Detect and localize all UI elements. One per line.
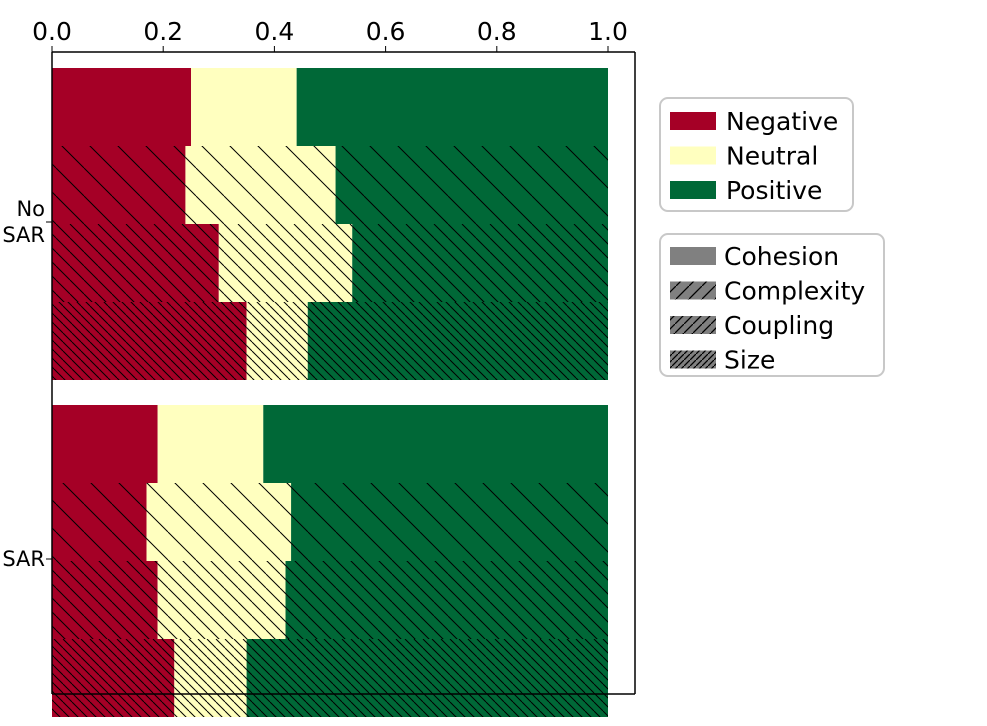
hatch-sar-coupling-positive [285,561,608,639]
hatch-no-sar-coupling-positive [352,224,608,302]
category-label: No [16,197,45,221]
legend-label-positive: Positive [726,176,822,205]
legend-label-size: Size [724,346,775,375]
category-label: SAR [2,547,45,571]
hatch-no-sar-complexity-positive [335,146,608,224]
hatch-no-sar-coupling-negative [52,224,219,302]
bar-no-sar-cohesion-positive [296,68,608,146]
legend-hatch-size [670,350,716,369]
x-tick-label: 0.2 [143,17,183,46]
hatch-no-sar-complexity-neutral [185,146,336,224]
legend-swatch-neutral [670,146,716,165]
legend-swatch-negative [670,112,716,130]
metric-legend [659,233,885,377]
legend-label-negative: Negative [726,107,838,136]
bar-no-sar-cohesion-neutral [191,68,297,146]
hatch-sar-complexity-positive [291,483,608,561]
hatch-sar-coupling-neutral [157,561,286,639]
hatch-sar-complexity-negative [52,483,147,561]
x-tick-label: 1.0 [588,17,628,46]
bar-sar-cohesion-positive [263,405,608,483]
legend-swatch-cohesion [670,247,716,265]
hatch-sar-size-neutral [174,639,247,717]
x-tick-label: 0.8 [477,17,517,46]
legend-label-neutral: Neutral [726,142,818,171]
x-tick-label: 0.0 [32,17,72,46]
hatch-no-sar-complexity-negative [52,146,186,224]
bar-sar-cohesion-negative [52,405,158,483]
x-tick-label: 0.4 [255,17,295,46]
legend-hatch-coupling [670,316,716,334]
hatch-no-sar-coupling-neutral [218,224,353,302]
legend-label-cohesion: Cohesion [724,242,839,271]
bar-sar-cohesion-neutral [157,405,264,483]
hatch-no-sar-size-neutral [246,302,308,380]
hatch-sar-size-positive [246,639,608,717]
hatch-sar-size-negative [52,639,175,717]
x-tick-label: 0.6 [366,17,406,46]
legend-label-complexity: Complexity [724,277,865,306]
bar-no-sar-cohesion-negative [52,68,191,146]
legend-layer: Negative Neutral Positive Cohesion Complexit… [659,97,885,377]
bars-layer [52,68,608,717]
category-label: SAR [2,223,45,247]
legend-label-coupling: Coupling [724,311,834,340]
legend-hatch-complexity [670,281,716,300]
hatch-sar-complexity-neutral [146,483,292,561]
legend-swatch-positive [670,181,716,199]
hatch-no-sar-size-positive [307,302,608,380]
hatch-no-sar-size-negative [52,302,247,380]
hatch-sar-coupling-negative [52,561,158,639]
